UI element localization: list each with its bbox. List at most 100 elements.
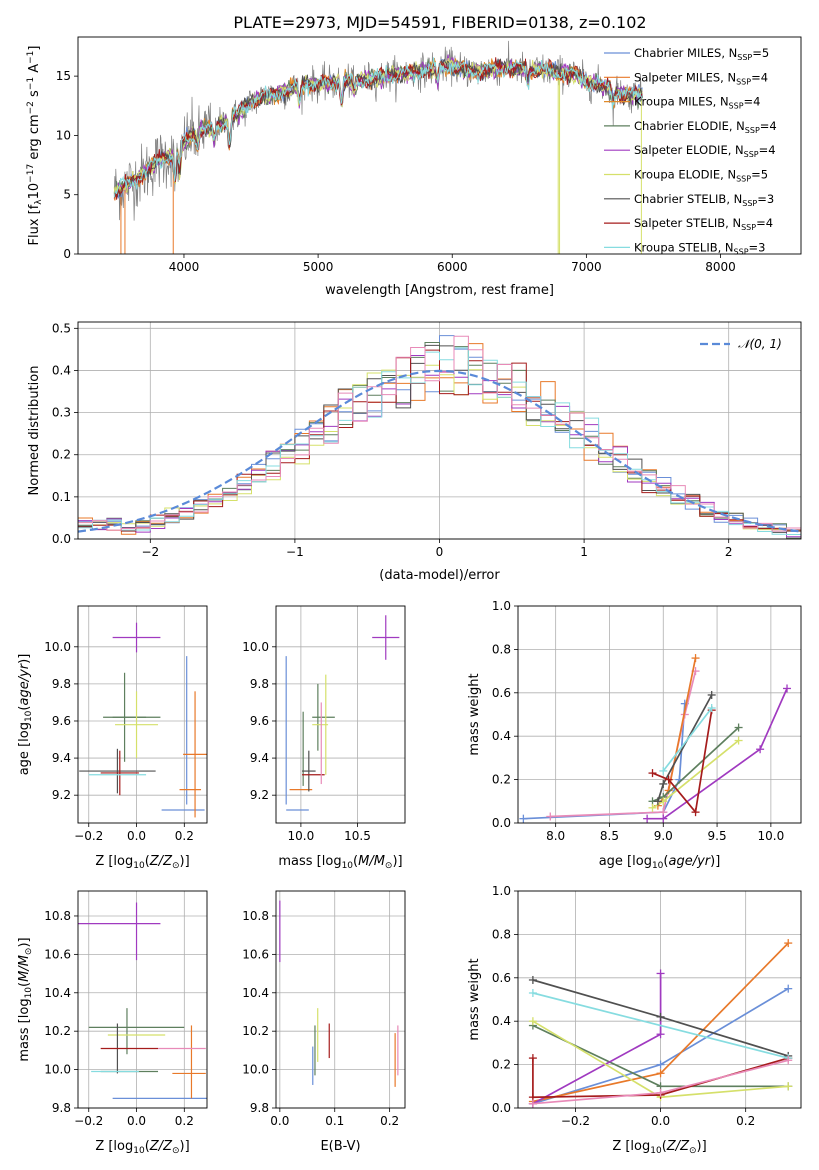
- x-tick-label: 10.0: [758, 829, 785, 843]
- x-tick-label: 8.5: [600, 829, 619, 843]
- y-tick-label: 9.2: [250, 788, 269, 802]
- age-Z-xlabel: Z [log10(Z/Z⊙)]: [95, 854, 189, 871]
- x-tick-label: 10.5: [344, 829, 371, 843]
- age-Z-xlabel-part: Z/Z: [149, 854, 173, 869]
- x-tick-label: −1: [286, 545, 304, 559]
- mass-Z-ylabel-part: ⊙: [24, 948, 34, 956]
- legend-entry: Kroupa MILES, NSSP=4: [634, 95, 760, 111]
- legend-entry: Salpeter STELIB, NSSP=4: [634, 216, 773, 232]
- x-tick-label: 0.1: [325, 1114, 344, 1128]
- mass-weight-age-xlabel: age [log10(age/yr)]: [599, 854, 721, 871]
- mass-Z-ylabel-part: (: [17, 982, 32, 987]
- mass-EBV-frame: [275, 890, 406, 1109]
- x-tick-label: 8.0: [546, 829, 565, 843]
- legend-suffix: =4: [744, 95, 761, 109]
- mass-weight-age-xlabel-part: age/yr: [668, 854, 711, 869]
- mass-weight-age-frame: [517, 605, 802, 824]
- y-tick-label: 10: [56, 128, 71, 142]
- y-tick-label: 10.0: [242, 640, 269, 654]
- spectrum-ylabel-part: erg cm: [27, 114, 42, 163]
- data-point: [79, 748, 156, 794]
- legend-suffix: =4: [760, 119, 777, 133]
- age-Z-ylabel-part: )]: [17, 654, 32, 664]
- data-point: [100, 750, 139, 796]
- y-tick-label: 10.6: [44, 947, 71, 961]
- legend-sub: SSP: [744, 150, 759, 159]
- x-tick-label: −2: [141, 545, 159, 559]
- x-tick-label: 9.5: [708, 829, 727, 843]
- x-tick-label: 9.0: [654, 829, 673, 843]
- mass-Z-xlabel-part: Z [log: [95, 1139, 133, 1154]
- age-Z-xlabel-part: ⊙: [172, 861, 180, 871]
- legend-name: Salpeter ELODIE, N: [634, 143, 744, 157]
- model-line: [113, 57, 643, 198]
- weight-series: [653, 690, 716, 806]
- residuals-plot-area: [78, 335, 801, 539]
- age-Z-ylabel-part: (: [17, 706, 32, 711]
- age-mass-axes: 10.0 10.5 9.2 9.4 9.6 9.8 10.0: [242, 606, 405, 843]
- age-Z-ylabel-part: age/yr: [17, 662, 32, 705]
- x-tick-label: 8000: [705, 260, 736, 274]
- y-tick-label: 9.4: [250, 751, 269, 765]
- data-point: [112, 622, 161, 653]
- residuals-ylabel: Normed distribution: [27, 366, 42, 496]
- spectrum-ylabel-part: s: [27, 90, 42, 101]
- age-mass-xlabel: mass [log10(M/M⊙)]: [278, 854, 402, 871]
- spectrum-xlabel: wavelength [Angstrom, rest frame]: [325, 283, 554, 298]
- mass-weight-age-xlabel-part: 10: [652, 861, 664, 871]
- age-Z-xlabel-part: )]: [180, 854, 190, 869]
- y-tick-label: 15: [56, 69, 71, 83]
- model-line: [113, 57, 643, 200]
- y-tick-label: 0.2: [492, 1058, 511, 1072]
- legend-sub: SSP: [741, 223, 756, 232]
- y-tick-label: 9.8: [52, 677, 71, 691]
- age-mass-xlabel-part: 10: [342, 861, 354, 871]
- mass-Z-xlabel-part: ⊙: [172, 1146, 180, 1156]
- spectrum-ylabel-part: 10: [27, 183, 42, 200]
- x-tick-label: 0.2: [380, 1114, 399, 1128]
- legend-suffix: =4: [756, 216, 773, 230]
- y-tick-label: 9.8: [52, 1101, 71, 1115]
- mass-Z-plot-area: [78, 902, 207, 1099]
- y-tick-label: 9.8: [250, 1101, 269, 1115]
- age-mass-xlabel-part: mass [log: [278, 854, 341, 869]
- legend-suffix: =4: [759, 143, 776, 157]
- mass-weight-Z-xlabel-part: (: [662, 1139, 667, 1154]
- weight-series: [648, 736, 743, 812]
- mass-Z-ylabel-part: M/M: [17, 955, 32, 982]
- mass-Z-xlabel-part: (: [145, 1139, 150, 1154]
- legend-name: Chabrier STELIB, N: [634, 192, 742, 206]
- age-mass-frame: [275, 605, 406, 824]
- weight-line: [532, 992, 789, 1059]
- y-tick-label: 9.8: [250, 677, 269, 691]
- mass-weight-age-xlabel-part: age [log: [599, 854, 652, 869]
- mass-Z-ylabel-part: mass [log: [17, 998, 32, 1061]
- legend-entry: Kroupa STELIB, NSSP=3: [634, 240, 765, 256]
- legend-name: Chabrier MILES, N: [634, 46, 737, 60]
- y-tick-label: 0.4: [492, 729, 511, 743]
- y-tick-label: 10.2: [242, 1024, 269, 1038]
- age-Z-plot-area: [79, 622, 207, 818]
- y-tick-label: 0.6: [492, 686, 511, 700]
- mass-weight-Z-xlabel-part: )]: [697, 1139, 707, 1154]
- x-tick-label: 0.0: [651, 1114, 670, 1128]
- data-point: [115, 691, 159, 759]
- spectrum-ylabel-part: −2: [26, 101, 36, 114]
- age-Z-frame: [77, 605, 208, 824]
- y-tick-label: 5: [63, 188, 71, 202]
- age-Z-ylabel: age [log10(age/yr)]: [17, 654, 34, 776]
- x-tick-label: 10.0: [288, 829, 315, 843]
- x-tick-label: 0.2: [175, 1114, 194, 1128]
- normal-curve-line: [78, 369, 801, 533]
- y-tick-label: 0: [63, 247, 71, 261]
- legend-entry: Chabrier STELIB, NSSP=3: [634, 192, 774, 208]
- age-mass-xlabel-part: (: [353, 854, 358, 869]
- spectrum-ylabel-part: −1: [26, 51, 36, 64]
- spectrum-frame: [77, 36, 802, 255]
- mass-Z-ylabel-part: 10: [24, 987, 34, 999]
- legend-sub: SSP: [734, 247, 749, 256]
- legend-name: Salpeter MILES, N: [634, 70, 736, 84]
